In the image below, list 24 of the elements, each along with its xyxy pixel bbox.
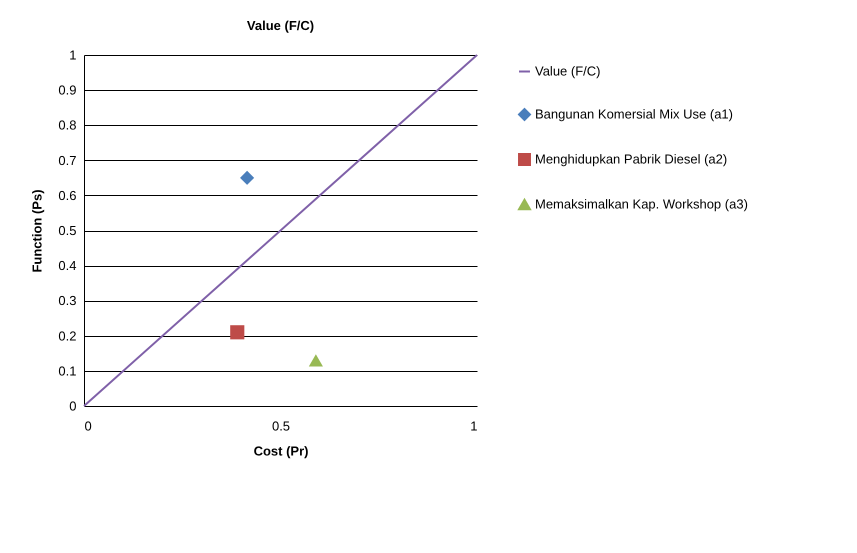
legend-label: Menghidupkan Pabrik Diesel (a2)	[535, 152, 728, 166]
point	[308, 354, 323, 366]
y-tick-label: 0.2	[58, 328, 76, 344]
y-tick-label: 0.6	[58, 188, 76, 203]
x-tick-label: 0.5	[272, 418, 290, 434]
x-axis-title: Cost (Pr)	[254, 444, 308, 458]
legend-label: Bangunan Komersial Mix Use (a1)	[535, 106, 733, 122]
x-tick-label: 1	[470, 418, 478, 434]
legend-label: Value (F/C)	[535, 64, 600, 78]
y-tick-label: 0.4	[58, 258, 76, 274]
point	[230, 325, 244, 340]
y-tick-label: 1	[69, 48, 76, 62]
y-axis-title: Function (Ps)	[29, 189, 44, 273]
chart-title: Value (F/C)	[246, 18, 314, 33]
y-tick-label: 0.3	[58, 293, 76, 308]
legend-label: Memaksimalkan Kap. Workshop (a3)	[535, 196, 748, 212]
y-tick-label: 0	[69, 398, 76, 414]
y-tick-label: 0.1	[58, 363, 76, 378]
point	[240, 170, 254, 185]
y-tick-label: 0.5	[58, 223, 76, 238]
x-tick-label: 0	[84, 418, 92, 434]
y-tick-label: 0.8	[58, 118, 76, 133]
y-tick-label: 0.9	[58, 82, 76, 98]
y-tick-label: 0.7	[58, 152, 76, 168]
